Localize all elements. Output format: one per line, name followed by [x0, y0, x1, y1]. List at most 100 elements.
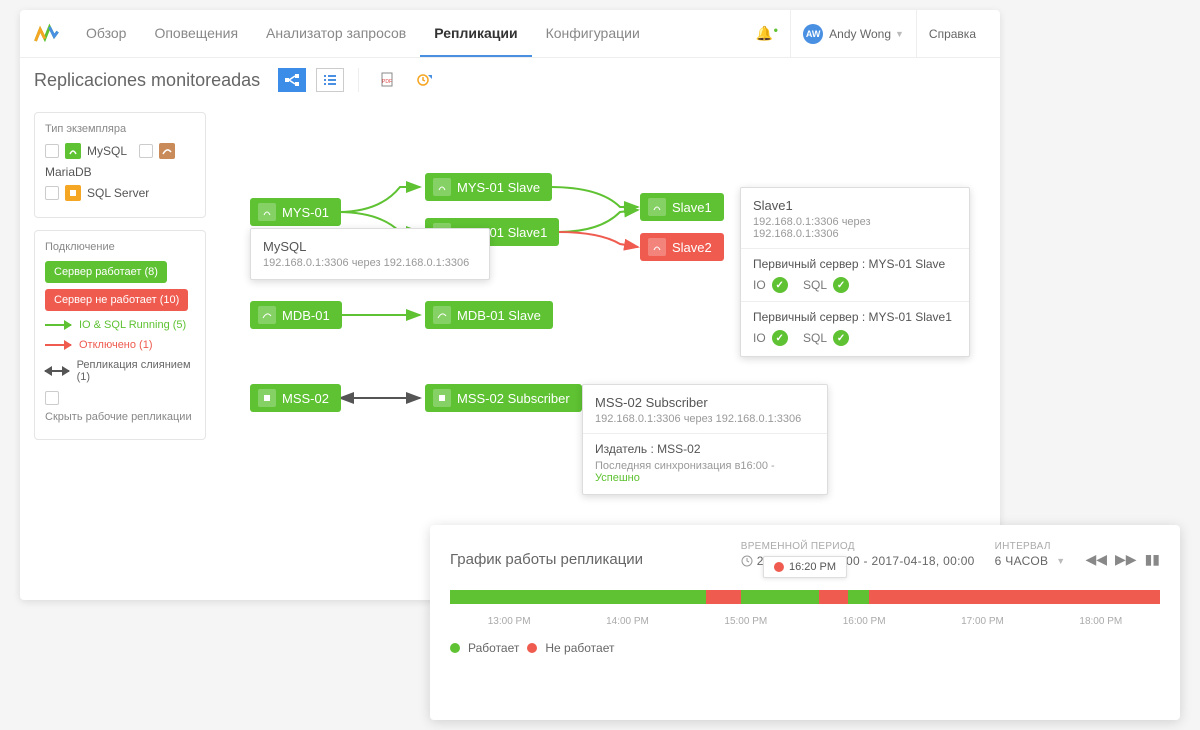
- node-mdb-01-slave[interactable]: MDB-01 Slave: [425, 301, 553, 329]
- mysql-icon: [258, 203, 276, 221]
- timeline-legend: Работает Не работает: [450, 641, 1160, 655]
- status-ok-icon: [772, 277, 788, 293]
- checkbox-sqlserver[interactable]: [45, 186, 59, 200]
- filter-title: Тип экземпляра: [45, 123, 195, 135]
- tick-label: 13:00 PM: [488, 616, 531, 627]
- label-hide-working: Скрыть рабочие репликации: [45, 411, 192, 423]
- tooltip-master2: Первичный сервер : MYS-01 Slave1: [753, 310, 957, 324]
- timeline-segment: [741, 590, 819, 604]
- mysql-icon: [433, 178, 451, 196]
- page-title: Replicaciones monitoreadas: [34, 70, 260, 91]
- nav-конфигурации[interactable]: Конфигурации: [532, 11, 654, 57]
- interval-value[interactable]: 6 ЧАСОВ: [995, 554, 1049, 568]
- chevron-down-icon: ▼: [1056, 556, 1065, 566]
- export-pdf-button[interactable]: PDF: [373, 68, 401, 92]
- top-nav: ОбзорОповещенияАнализатор запросовРеплик…: [20, 10, 1000, 58]
- history-button[interactable]: [411, 68, 439, 92]
- mariadb-icon: [258, 306, 276, 324]
- tooltip-title: Slave1: [753, 198, 957, 213]
- tooltip-sub: 192.168.0.1:3306 через 192.168.0.1:3306: [263, 257, 477, 269]
- tooltip-title: MSS-02 Subscriber: [595, 395, 815, 410]
- tick-label: 15:00 PM: [724, 616, 767, 627]
- arrow-red-icon: [45, 344, 71, 346]
- pause-button[interactable]: ▮▮: [1145, 551, 1160, 568]
- notifications-icon[interactable]: 🔔●: [756, 25, 778, 42]
- tooltip-mysql: MySQL 192.168.0.1:3306 через 192.168.0.1…: [250, 228, 490, 280]
- tooltip-slave1: Slave1 192.168.0.1:3306 через 192.168.0.…: [740, 187, 970, 357]
- timeline-segment: [706, 590, 742, 604]
- user-name: Andy Wong: [829, 27, 891, 41]
- timeline-segment: [869, 590, 1160, 604]
- tooltip-sub: 192.168.0.1:3306 через 192.168.0.1:3306: [753, 216, 957, 240]
- node-mss-02[interactable]: MSS-02: [250, 384, 341, 412]
- topology-canvas: MYS-01 MYS-01 Slave MYS-01 Slave1 Slave1…: [220, 102, 1000, 592]
- tick-label: 16:00 PM: [843, 616, 886, 627]
- rewind-button[interactable]: ◀◀: [1085, 551, 1107, 568]
- view-list-button[interactable]: [316, 68, 344, 92]
- red-dot-icon: [527, 643, 537, 653]
- legend-iosql: IO & SQL Running (5): [79, 319, 186, 331]
- tooltip-mss: MSS-02 Subscriber 192.168.0.1:3306 через…: [582, 384, 828, 495]
- tooltip-publisher: Издатель : MSS-02: [595, 442, 815, 456]
- node-mys-01[interactable]: MYS-01: [250, 198, 341, 226]
- filter-conn-title: Подключение: [45, 241, 195, 253]
- node-mys-01-slave[interactable]: MYS-01 Slave: [425, 173, 552, 201]
- help-link[interactable]: Справка: [917, 27, 988, 41]
- node-mss-02-subscriber[interactable]: MSS-02 Subscriber: [425, 384, 582, 412]
- main-panel: ОбзорОповещенияАнализатор запросовРеплик…: [20, 10, 1000, 600]
- label-mysql: MySQL: [87, 144, 127, 158]
- mysql-icon: [65, 143, 81, 159]
- interval-label: ИНТЕРВАЛ: [995, 541, 1066, 552]
- node-slave1[interactable]: Slave1: [640, 193, 724, 221]
- svg-text:PDF: PDF: [382, 79, 392, 85]
- badge-server-down[interactable]: Сервер не работает (10): [45, 289, 188, 311]
- filter-connection: Подключение Сервер работает (8) Сервер н…: [34, 230, 206, 440]
- tooltip-sub: 192.168.0.1:3306 через 192.168.0.1:3306: [595, 413, 815, 425]
- checkbox-mariadb[interactable]: [139, 144, 153, 158]
- badge-server-up[interactable]: Сервер работает (8): [45, 261, 167, 283]
- content: Тип экземпляра MySQL MariaDB SQL Server …: [20, 102, 1000, 592]
- arrow-green-icon: [45, 324, 71, 326]
- node-slave2[interactable]: Slave2: [640, 233, 724, 261]
- app-logo: [32, 20, 60, 48]
- checkbox-hide-working[interactable]: [45, 391, 59, 405]
- label-mariadb: MariaDB: [45, 165, 92, 179]
- timeline-bar[interactable]: 16:20 PM: [450, 590, 1160, 604]
- filter-instance-type: Тип экземпляра MySQL MariaDB SQL Server: [34, 112, 206, 218]
- view-topology-button[interactable]: [278, 68, 306, 92]
- timeline-title: График работы репликации: [450, 551, 721, 568]
- forward-button[interactable]: ▶▶: [1115, 551, 1137, 568]
- tick-label: 14:00 PM: [606, 616, 649, 627]
- mysql-icon: [648, 198, 666, 216]
- user-menu[interactable]: AW Andy Wong ▼: [790, 10, 917, 57]
- status-ok-icon: [833, 277, 849, 293]
- red-dot-icon: [774, 562, 784, 572]
- sqlserver-icon: [65, 185, 81, 201]
- nav-оповещения[interactable]: Оповещения: [140, 11, 252, 57]
- nav-анализатор запросов[interactable]: Анализатор запросов: [252, 11, 420, 57]
- tick-label: 18:00 PM: [1079, 616, 1122, 627]
- nav-репликации[interactable]: Репликации: [420, 11, 531, 57]
- tick-label: 17:00 PM: [961, 616, 1004, 627]
- mariadb-icon: [433, 306, 451, 324]
- label-sqlserver: SQL Server: [87, 186, 149, 200]
- timeline-segment: [450, 590, 706, 604]
- node-mdb-01[interactable]: MDB-01: [250, 301, 342, 329]
- sub-header: Replicaciones monitoreadas PDF: [20, 58, 1000, 102]
- arrow-gray-icon: [45, 370, 69, 372]
- tooltip-title: MySQL: [263, 239, 477, 254]
- status-ok-icon: [772, 330, 788, 346]
- clock-icon: [741, 555, 753, 567]
- period-label: ВРЕМЕННОЙ ПЕРИОД: [741, 541, 975, 552]
- timeline-panel: График работы репликации ВРЕМЕННОЙ ПЕРИО…: [430, 525, 1180, 720]
- sqlserver-icon: [258, 389, 276, 407]
- nav-обзор[interactable]: Обзор: [72, 11, 140, 57]
- status-ok-icon: [833, 330, 849, 346]
- timeline-segment: [848, 590, 869, 604]
- green-dot-icon: [450, 643, 460, 653]
- timeline-segment: [819, 590, 847, 604]
- legend-disconnected: Отключено (1): [79, 339, 153, 351]
- legend-merge: Репликация слиянием (1): [77, 359, 195, 383]
- tooltip-master1: Первичный сервер : MYS-01 Slave: [753, 257, 957, 271]
- checkbox-mysql[interactable]: [45, 144, 59, 158]
